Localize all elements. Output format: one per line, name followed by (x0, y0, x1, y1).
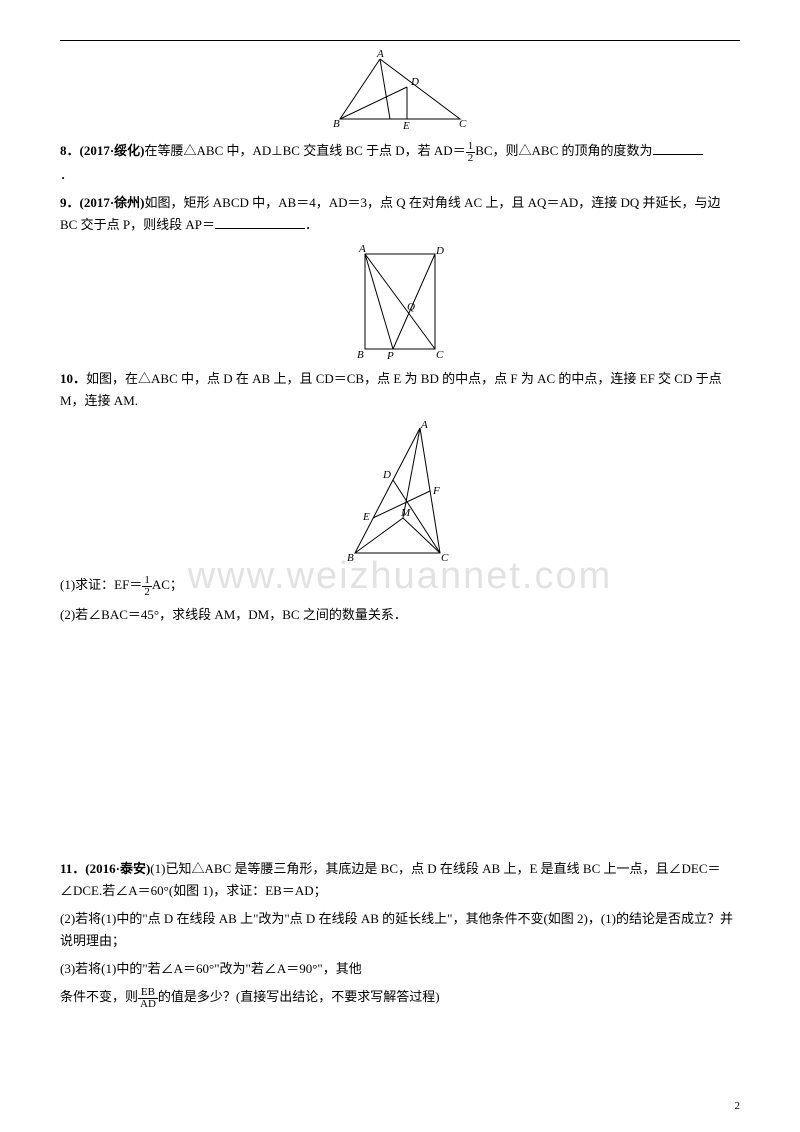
problem-11-line3a: (3)若将(1)中的"若∠A＝60°"改为"若∠A＝90°"，其他 (60, 958, 740, 980)
problem-8-number: 8． (60, 143, 80, 158)
problem-11-line3b: 条件不变，则EBAD的值是多少？(直接写出结论，不要求写解答过程) (60, 986, 740, 1010)
svg-text:Q: Q (407, 301, 415, 313)
problem-11-source: (2016·泰安) (85, 861, 150, 876)
svg-text:C: C (441, 552, 449, 564)
page-number: 2 (735, 1100, 741, 1112)
problem-11: 11．(2016·泰安)(1)已知△ABC 是等腰三角形，其底边是 BC，点 D… (60, 858, 740, 902)
problem-8-dot: ． (60, 167, 73, 182)
svg-text:A: A (420, 419, 428, 431)
svg-text:F: F (432, 485, 440, 497)
svg-text:C: C (436, 349, 444, 361)
svg-text:C: C (459, 118, 467, 130)
problem-8-source: (2017·绥化) (80, 143, 145, 158)
fraction-half-2: 12 (142, 575, 152, 598)
problem-10-sub1-text2: AC； (152, 577, 183, 592)
problem-8-text-1: 在等腰△ABC 中，AD⊥BC 交直线 BC 于点 D，若 AD＝ (145, 143, 466, 158)
problem-11-number: 11． (60, 861, 85, 876)
blank-answer-9 (215, 216, 305, 229)
svg-text:D: D (435, 245, 444, 257)
top-rule (60, 40, 740, 41)
problem-10-sub1-text1: (1)求证：EF＝ (60, 577, 142, 592)
svg-text:E: E (362, 511, 370, 523)
figure-triangle-10: A B C D E F M (60, 418, 740, 568)
figure-rectangle: A D B C P Q (60, 242, 740, 362)
problem-9: 9．(2017·徐州)如图，矩形 ABCD 中，AB＝4，AD＝3，点 Q 在对… (60, 192, 740, 236)
problem-9-dot: ． (305, 217, 318, 232)
fraction-half: 12 (466, 141, 476, 164)
svg-text:A: A (376, 49, 384, 60)
svg-text:E: E (402, 120, 410, 132)
problem-11-line1: (1)已知△ABC 是等腰三角形，其底边是 BC，点 D 在线段 AB 上，E … (60, 861, 721, 898)
problem-10-sub2-text: (2)若∠BAC＝45°，求线段 AM，DM，BC 之间的数量关系． (60, 607, 407, 622)
svg-text:B: B (357, 349, 364, 361)
problem-11-line2: (2)若将(1)中的"点 D 在线段 AB 上"改为"点 D 在线段 AB 的延… (60, 908, 740, 952)
fraction-eb-ad: EBAD (138, 987, 158, 1010)
problem-8-text-2: BC，则△ABC 的顶角的度数为 (475, 143, 652, 158)
problem-11-line3b-2: 的值是多少？(直接写出结论，不要求写解答过程) (158, 989, 440, 1004)
problem-10-sub1: (1)求证：EF＝12AC； (60, 574, 740, 598)
svg-text:M: M (400, 507, 411, 519)
problem-10: 10．如图，在△ABC 中，点 D 在 AB 上，且 CD＝CB，点 E 为 B… (60, 368, 740, 412)
svg-text:D: D (382, 469, 391, 481)
svg-text:B: B (333, 118, 340, 130)
problem-10-text: 如图，在△ABC 中，点 D 在 AB 上，且 CD＝CB，点 E 为 BD 的… (60, 371, 722, 408)
problem-8: 8．(2017·绥化)在等腰△ABC 中，AD⊥BC 交直线 BC 于点 D，若… (60, 140, 740, 186)
problem-11-line3b-1: 条件不变，则 (60, 989, 138, 1004)
spacer (60, 632, 740, 852)
svg-text:P: P (386, 350, 394, 362)
blank-answer-8 (653, 142, 703, 155)
problem-9-number: 9． (60, 195, 80, 210)
problem-9-text: 如图，矩形 ABCD 中，AB＝4，AD＝3，点 Q 在对角线 AC 上，且 A… (60, 195, 721, 232)
svg-text:D: D (410, 76, 419, 88)
problem-9-source: (2017·徐州) (80, 195, 145, 210)
svg-text:A: A (358, 243, 366, 255)
problem-10-number: 10． (60, 371, 86, 386)
svg-text:B: B (347, 552, 354, 564)
figure-triangle-top: A B C D E (60, 49, 740, 134)
problem-10-sub2: (2)若∠BAC＝45°，求线段 AM，DM，BC 之间的数量关系． (60, 604, 740, 626)
